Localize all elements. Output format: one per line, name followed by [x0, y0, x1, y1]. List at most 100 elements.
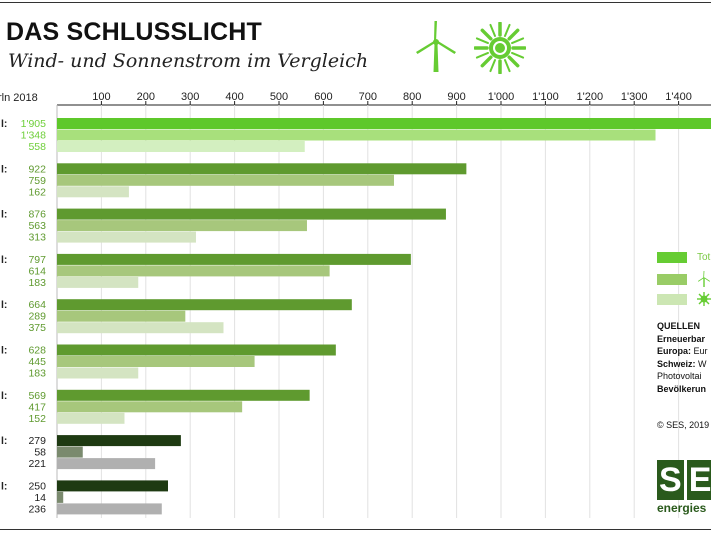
bar-value-label: 221 — [28, 458, 46, 470]
sun-icon — [474, 22, 526, 74]
bar-value-label: 569 — [28, 390, 46, 402]
sun-ray — [489, 23, 497, 37]
bar-value-label: 183 — [28, 368, 46, 380]
bar-wind — [57, 220, 307, 232]
sun-ray — [480, 55, 493, 68]
bar-total — [57, 435, 181, 447]
sun-ray — [480, 28, 493, 41]
x-tick-label: 300 — [181, 91, 199, 103]
group-label: l: — [1, 435, 7, 447]
bar-value-label: 445 — [28, 356, 46, 368]
x-tick-label: 100 — [92, 91, 110, 103]
source-line: Bevölkerun — [657, 383, 707, 394]
bar-sun — [57, 367, 139, 379]
wind-turbine-icon — [416, 21, 456, 72]
bar-value-label: 250 — [28, 480, 46, 492]
bar-sun — [57, 458, 156, 470]
group-label: l: — [1, 390, 7, 402]
bar-value-label: 558 — [28, 141, 46, 153]
bar-chart: rln 2018 100 200 300 400 500 600 700 800 900 1'000… — [0, 91, 711, 518]
sources-block: QUELLEN Erneuerbar Europa: Eur Schweiz: … — [657, 320, 708, 395]
x-tick-label: 200 — [137, 91, 155, 103]
bar-value-label: 236 — [28, 503, 46, 515]
bar-total — [57, 118, 711, 129]
bar-sun — [57, 141, 305, 152]
bar-value-label: 1'905 — [21, 118, 47, 130]
sun-ray — [475, 51, 489, 59]
bar-wind — [57, 310, 186, 322]
bar-value-label: 614 — [28, 265, 46, 277]
logo-letter: S — [657, 460, 684, 500]
sun-ray — [511, 51, 525, 59]
bar-total — [57, 253, 411, 265]
copyright: © SES, 2019 — [657, 420, 710, 430]
bar-value-label: 1'348 — [21, 130, 47, 142]
sun-ray — [511, 37, 525, 45]
legend-label-total: Tot — [697, 252, 711, 263]
x-tick-label: 400 — [225, 91, 243, 103]
bar-value-label: 162 — [28, 186, 46, 198]
bar-value-label: 152 — [28, 413, 46, 425]
group-label: l: — [1, 118, 7, 130]
x-tick-label: 1'000 — [488, 91, 515, 103]
x-tick-label: 1'100 — [532, 91, 559, 103]
bar-value-label: 183 — [28, 277, 46, 289]
bar-wind — [57, 129, 656, 141]
chart-subtitle: Wind- und Sonnenstrom im Vergleich — [8, 50, 369, 72]
group-label: l: — [1, 480, 7, 492]
x-tick-label: 800 — [403, 91, 421, 103]
bar-sun — [57, 412, 125, 424]
sun-ray — [503, 23, 511, 37]
x-tick-label: 1'200 — [577, 91, 604, 103]
sun-ray — [507, 55, 520, 68]
group-label: l: — [1, 299, 7, 311]
x-tick-label: 1'400 — [665, 91, 692, 103]
source-line: Europa: Eur — [657, 346, 708, 356]
bar-total — [57, 299, 352, 311]
bar-total — [57, 389, 310, 401]
bar-wind — [57, 174, 394, 186]
bar-sun — [57, 503, 162, 515]
source-line: Erneuerbar — [657, 333, 706, 344]
legend-swatch-total — [657, 252, 687, 263]
bar-value-label: 375 — [28, 322, 46, 334]
x-tick-label: 600 — [314, 91, 332, 103]
ses-logo: S E energies — [657, 460, 711, 515]
bar-value-label: 313 — [28, 232, 46, 244]
x-tick-label: 500 — [270, 91, 288, 103]
bar-total — [57, 344, 336, 356]
sun-ray — [507, 28, 520, 41]
legend-wind-turbine-icon — [698, 271, 710, 287]
bar-value-label: 279 — [28, 435, 46, 447]
bar-value-label: 759 — [28, 175, 46, 187]
bar-value-label: 876 — [28, 209, 46, 221]
sources-heading: QUELLEN — [657, 321, 701, 331]
source-line: Schweiz: W — [657, 358, 707, 369]
bar-total — [57, 480, 168, 492]
chart-title: DAS SCHLUSSLICHT — [6, 18, 262, 46]
x-tick-label: 700 — [359, 91, 377, 103]
bar-value-label: 58 — [34, 447, 46, 459]
logo-tagline: energies — [657, 501, 707, 515]
bar-value-label: 797 — [28, 254, 46, 266]
bar-value-label: 417 — [28, 401, 46, 413]
sun-ray — [475, 37, 489, 45]
bar-sun — [57, 276, 139, 288]
bar-wind — [57, 491, 64, 503]
bar-total — [57, 163, 467, 175]
group-label: l: — [1, 163, 7, 175]
bar-value-label: 664 — [28, 299, 46, 311]
bar-sun — [57, 186, 129, 198]
bar-value-label: 922 — [28, 163, 46, 175]
legend-swatch-wind — [657, 274, 687, 285]
bar-value-label: 628 — [28, 345, 46, 357]
group-label: l: — [1, 345, 7, 357]
bar-value-label: 563 — [28, 220, 46, 232]
bar-wind — [57, 265, 330, 277]
group-label: l: — [1, 209, 7, 221]
bar-wind — [57, 356, 255, 367]
bar-wind — [57, 446, 83, 458]
bar-value-label: 289 — [28, 311, 46, 323]
